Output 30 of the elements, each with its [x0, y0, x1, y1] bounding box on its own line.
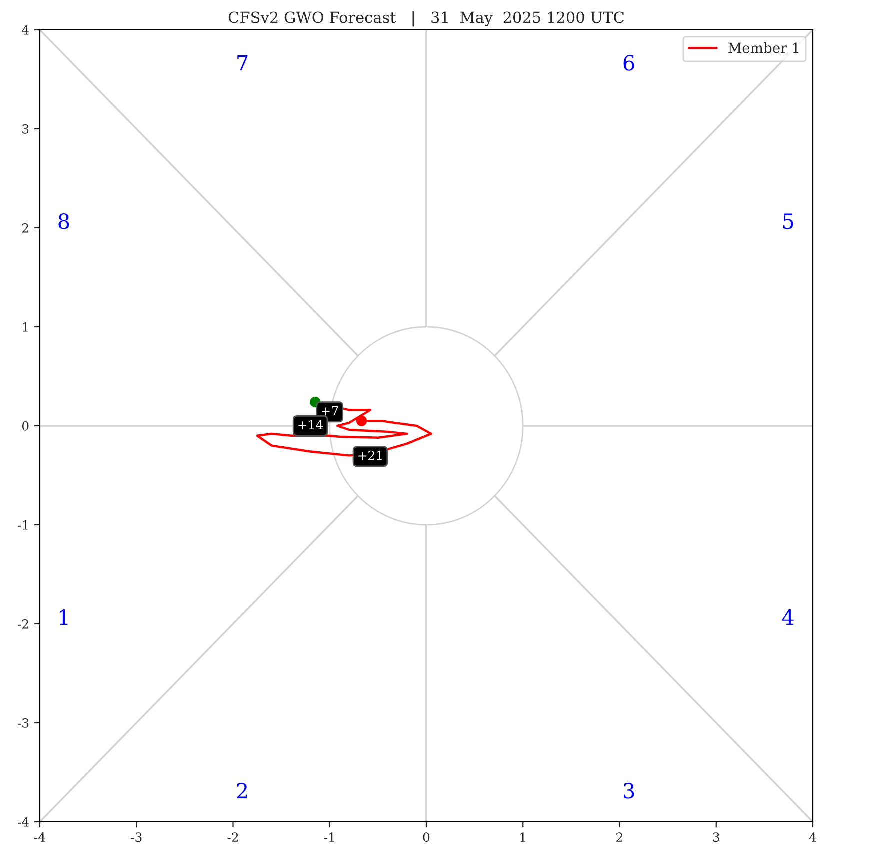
annotation: 2: [237, 782, 248, 798]
annotation: +7: [322, 406, 338, 416]
y-tick-label: -4: [18, 817, 29, 827]
x-tick-label: 3: [713, 832, 720, 842]
x-tick-label: 4: [809, 832, 816, 842]
y-tick-label: -2: [18, 619, 28, 629]
x-tick-label: -1: [324, 832, 334, 842]
x-tick-label: -4: [34, 832, 46, 842]
y-tick-label: 0: [22, 421, 29, 431]
y-tick-label: -1: [18, 520, 28, 530]
annotation: 8: [58, 214, 70, 230]
legend-label: Member 1: [728, 42, 799, 54]
annotation: +14: [298, 420, 324, 430]
annotation: 6: [624, 55, 634, 71]
annotation: 3: [624, 782, 634, 799]
x-tick-label: -2: [228, 832, 238, 842]
annotation: 4: [782, 610, 794, 625]
y-tick-label: 4: [22, 25, 29, 35]
chart-title: CFSv2 GWO Forecast | 31 May 2025 1200 UTC: [228, 11, 624, 27]
annotation: 7: [238, 55, 248, 71]
annotation: 5: [783, 214, 794, 230]
y-tick-label: -3: [18, 718, 29, 728]
annotation: 1: [60, 610, 68, 625]
x-tick-label: 0: [423, 832, 430, 842]
y-tick-label: 2: [22, 223, 28, 233]
y-tick-label: 3: [22, 124, 29, 134]
x-tick-label: -3: [131, 832, 142, 842]
y-tick-label: 1: [23, 322, 28, 332]
x-tick-label: 2: [616, 832, 622, 842]
x-tick-label: 1: [520, 832, 526, 842]
